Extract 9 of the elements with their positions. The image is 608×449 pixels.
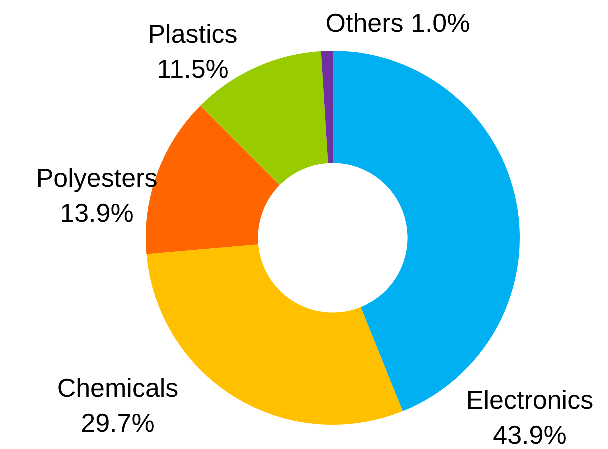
slice-label: Polyesters (36, 163, 158, 194)
slice-label: Plastics (148, 19, 238, 50)
data-label: 11.5% (157, 54, 229, 84)
slice-label: Others 1.0% (326, 8, 470, 38)
data-label: 43.9% (493, 420, 567, 449)
data-label: 29.7% (81, 408, 155, 438)
slice-label: Electronics (466, 385, 594, 416)
slice-label: Chemicals (57, 373, 179, 404)
data-label: 13.9% (60, 198, 134, 228)
